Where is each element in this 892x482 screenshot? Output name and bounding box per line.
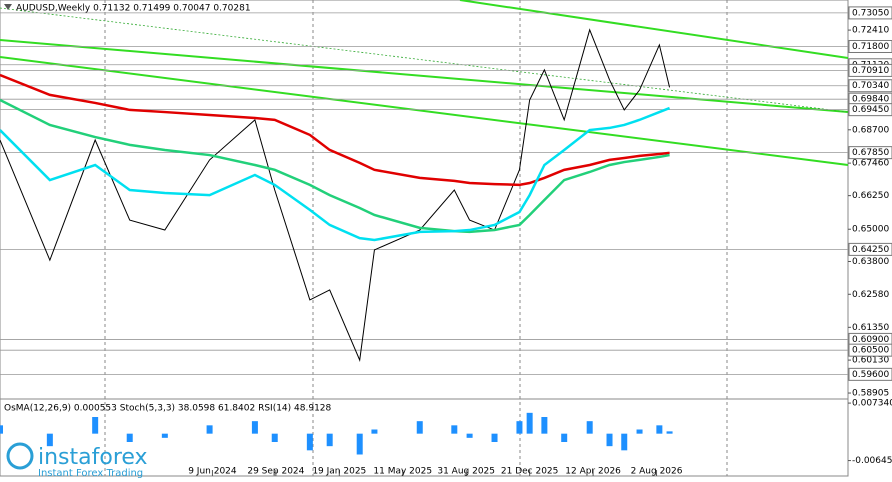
y-tick-label: 0.58905 [852, 389, 889, 399]
osma-bar [371, 429, 378, 434]
y-tick-label: 0.63800 [852, 257, 889, 267]
osma-bar [526, 412, 533, 434]
level-box [848, 6, 892, 20]
level-label: 0.71800 [852, 42, 889, 52]
osma-bar [491, 433, 498, 442]
logo-text: instaforex [38, 445, 148, 470]
trend-line [459, 0, 849, 59]
price-line [0, 98, 670, 234]
plot-frame [0, 0, 849, 477]
osma-bar [636, 429, 643, 434]
x-tick-label: 2 Aug 2026 [631, 467, 683, 477]
logo: instaforex Instant Forex Trading [6, 442, 148, 479]
level-label: 0.70910 [852, 66, 889, 76]
x-tick-label: 31 Aug 2025 [437, 467, 495, 477]
osma-bar [206, 425, 213, 434]
osma-bar [92, 417, 99, 434]
osma-bar [656, 425, 663, 434]
level-label: 0.70340 [852, 81, 889, 91]
osma-bar [466, 433, 473, 438]
chart-title: AUDUSD,Weekly 0.71132 0.71499 0.70047 0.… [16, 4, 251, 14]
level-label: 0.60500 [852, 346, 889, 356]
y-tick-label: 0.68700 [852, 125, 889, 135]
level-label: 0.64250 [852, 245, 889, 255]
osma-bar [561, 433, 568, 442]
level-box [848, 343, 892, 357]
menu-icon[interactable] [4, 4, 12, 10]
price-line [0, 28, 671, 362]
x-tick-label: 19 Jan 2025 [312, 467, 366, 477]
level-box [848, 63, 892, 77]
level-label: 0.69840 [852, 95, 889, 105]
y-tick-label: 0.61350 [852, 323, 889, 333]
osma-bar [541, 417, 548, 434]
osma-bar [46, 433, 53, 447]
indicator-title: OsMA(12,26,9) 0.000553 Stoch(5,3,3) 38.0… [4, 404, 332, 414]
trend-line [0, 39, 849, 113]
osma-bar [516, 421, 523, 434]
osma-bar [621, 433, 628, 451]
level-box [848, 39, 892, 53]
osma-bar [416, 421, 423, 434]
osma-bar [356, 433, 363, 455]
x-tick-label: 9 Jun 2024 [188, 467, 237, 477]
price-line [0, 73, 670, 187]
logo-tagline: Instant Forex Trading [38, 468, 143, 479]
y-tick-label: 0.72410 [852, 26, 889, 36]
osma-bar [271, 433, 278, 442]
level-box [848, 79, 892, 93]
level-box [848, 146, 892, 160]
level-label: 0.60900 [852, 335, 889, 345]
level-label: 0.73050 [852, 8, 889, 18]
osma-bar [451, 425, 458, 434]
osma-bar [126, 433, 133, 442]
level-label: 0.69450 [852, 105, 889, 115]
y-tick-label: 0.66250 [852, 191, 889, 201]
price-line [0, 106, 671, 242]
osma-bar [251, 421, 258, 434]
x-tick-label: 21 Dec 2025 [501, 467, 559, 477]
y-tick-label: -0.006457 [852, 456, 892, 466]
trend-line [0, 56, 849, 166]
osma-bar [326, 433, 333, 447]
level-box [848, 242, 892, 256]
x-tick-label: 29 Sep 2024 [247, 467, 304, 477]
osma-bar [606, 433, 613, 447]
x-tick-label: 12 Apr 2026 [565, 467, 621, 477]
level-label: 0.67850 [852, 148, 889, 158]
level-box [848, 367, 892, 381]
osma-bar [161, 433, 168, 438]
osma-bar [586, 421, 593, 434]
osma-bar [0, 425, 3, 434]
osma-bar [666, 431, 673, 434]
y-tick-label: 0.0073400 [852, 399, 892, 409]
x-tick-label: 11 May 2025 [373, 467, 432, 477]
level-label: 0.59600 [852, 370, 889, 380]
y-tick-label: 0.65000 [852, 225, 889, 235]
osma-bar [306, 433, 313, 451]
level-box [848, 103, 892, 117]
y-tick-label: 0.62580 [852, 290, 889, 300]
y-tick-label: 0.60130 [852, 356, 889, 366]
y-tick-label: 0.67460 [852, 159, 889, 169]
